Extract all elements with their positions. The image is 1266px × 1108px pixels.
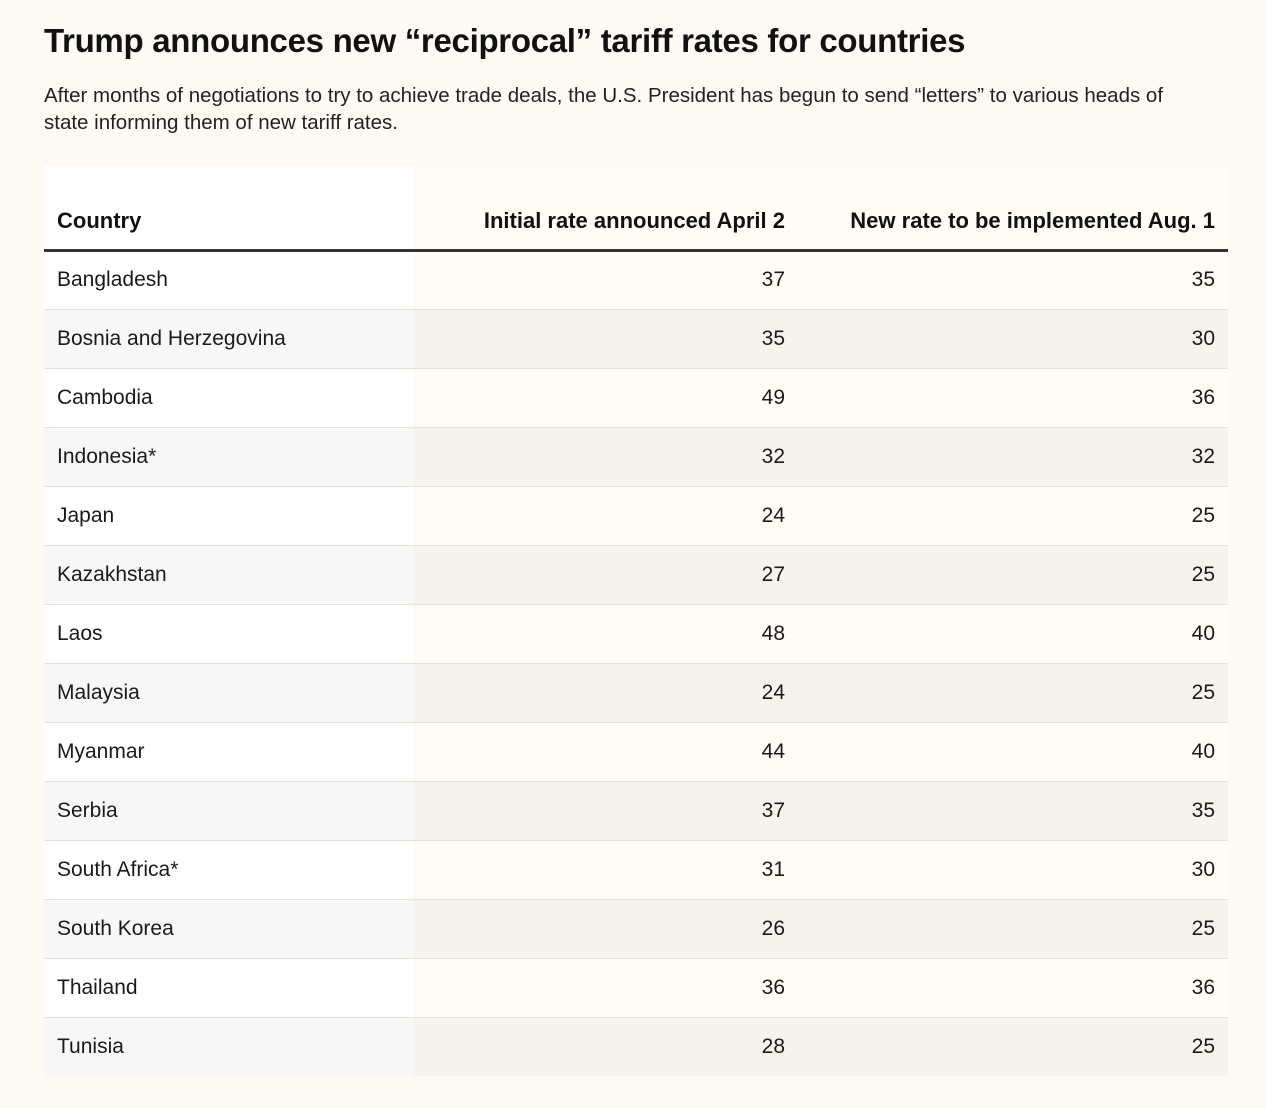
table-row: South Korea 26 25	[44, 899, 1228, 959]
cell-initial-rate: 37	[414, 781, 798, 841]
cell-initial-rate: 27	[414, 545, 798, 605]
cell-initial-rate: 37	[414, 250, 798, 310]
cell-country: Bangladesh	[44, 250, 414, 310]
cell-new-rate: 40	[798, 722, 1228, 782]
cell-initial-rate: 26	[414, 899, 798, 959]
table-row: Bosnia and Herzegovina 35 30	[44, 309, 1228, 369]
table-row: Cambodia 49 36	[44, 368, 1228, 428]
table-header: Country Initial rate announced April 2 N…	[44, 166, 1228, 252]
table-row: Myanmar 44 40	[44, 722, 1228, 782]
cell-new-rate: 35	[798, 250, 1228, 310]
cell-country: Tunisia	[44, 1017, 414, 1076]
cell-new-rate: 35	[798, 781, 1228, 841]
cell-new-rate: 36	[798, 958, 1228, 1018]
cell-country: Serbia	[44, 781, 414, 841]
cell-initial-rate: 24	[414, 663, 798, 723]
cell-new-rate: 25	[798, 899, 1228, 959]
cell-new-rate: 40	[798, 604, 1228, 664]
table-row: Serbia 37 35	[44, 781, 1228, 841]
cell-initial-rate: 48	[414, 604, 798, 664]
table-row: Tunisia 28 25	[44, 1017, 1228, 1076]
cell-country: Thailand	[44, 958, 414, 1018]
table-row: Malaysia 24 25	[44, 663, 1228, 723]
tariff-table-container: Country Initial rate announced April 2 N…	[44, 166, 1228, 1076]
cell-new-rate: 25	[798, 663, 1228, 723]
table-row: Kazakhstan 27 25	[44, 545, 1228, 605]
cell-initial-rate: 31	[414, 840, 798, 900]
table-row: Bangladesh 37 35	[44, 250, 1228, 310]
cell-initial-rate: 32	[414, 427, 798, 487]
cell-country: Cambodia	[44, 368, 414, 428]
cell-country: Malaysia	[44, 663, 414, 723]
cell-initial-rate: 36	[414, 958, 798, 1018]
column-header-country: Country	[44, 166, 414, 252]
cell-initial-rate: 35	[414, 309, 798, 369]
page-subtitle: After months of negotiations to try to a…	[44, 84, 1164, 134]
table-body: Bangladesh 37 35 Bosnia and Herzegovina 35 30…	[44, 250, 1228, 1076]
cell-new-rate: 36	[798, 368, 1228, 428]
cell-new-rate: 25	[798, 486, 1228, 546]
tariff-table: Country Initial rate announced April 2 N…	[44, 166, 1228, 1076]
cell-country: Japan	[44, 486, 414, 546]
column-header-new-rate: New rate to be implemented Aug. 1	[798, 166, 1228, 252]
cell-new-rate: 25	[798, 1017, 1228, 1076]
cell-country: Kazakhstan	[44, 545, 414, 605]
cell-new-rate: 32	[798, 427, 1228, 487]
table-row: Japan 24 25	[44, 486, 1228, 546]
cell-initial-rate: 28	[414, 1017, 798, 1076]
cell-new-rate: 30	[798, 840, 1228, 900]
cell-new-rate: 25	[798, 545, 1228, 605]
table-header-row: Country Initial rate announced April 2 N…	[44, 166, 1228, 252]
cell-initial-rate: 49	[414, 368, 798, 428]
table-row: Laos 48 40	[44, 604, 1228, 664]
cell-initial-rate: 44	[414, 722, 798, 782]
cell-country: Indonesia*	[44, 427, 414, 487]
cell-country: Bosnia and Herzegovina	[44, 309, 414, 369]
column-header-initial-rate: Initial rate announced April 2	[414, 166, 798, 252]
cell-country: Laos	[44, 604, 414, 664]
table-row: Thailand 36 36	[44, 958, 1228, 1018]
cell-country: South Africa*	[44, 840, 414, 900]
cell-country: South Korea	[44, 899, 414, 959]
page-title: Trump announces new “reciprocal” tariff …	[44, 22, 966, 59]
cell-initial-rate: 24	[414, 486, 798, 546]
cell-country: Myanmar	[44, 722, 414, 782]
table-row: South Africa* 31 30	[44, 840, 1228, 900]
cell-new-rate: 30	[798, 309, 1228, 369]
table-row: Indonesia* 32 32	[44, 427, 1228, 487]
